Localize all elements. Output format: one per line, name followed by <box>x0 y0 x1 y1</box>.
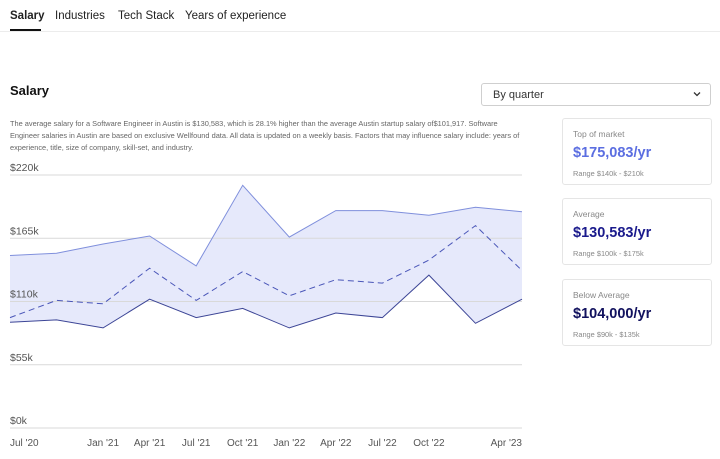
card-range: Range $90k - $135k <box>573 330 640 339</box>
card-top-of-market: Top of market $175,083/yr Range $140k - … <box>562 118 712 185</box>
period-select[interactable]: By quarter <box>481 83 711 106</box>
range-band <box>10 185 522 328</box>
card-title: Top of market <box>573 129 625 139</box>
x-tick-label: Jan '22 <box>273 438 305 449</box>
tab-salary[interactable]: Salary <box>10 10 45 22</box>
x-tick-label: Apr '22 <box>320 438 352 449</box>
average-line <box>9 224 523 319</box>
salary-description: The average salary for a Software Engine… <box>10 119 520 152</box>
card-average: Average $130,583/yr Range $100k - $175k <box>562 198 712 265</box>
section-title: Salary <box>10 83 50 98</box>
card-below-average: Below Average $104,000/yr Range $90k - $… <box>562 279 712 346</box>
salary-chart: $220k $165k $110k $55k $0k Jul '20 Jan '21 Apr … <box>9 162 523 449</box>
upper-line <box>9 184 523 267</box>
active-tab-indicator <box>10 29 41 31</box>
y-tick-label: $110k <box>10 289 39 301</box>
card-value: $104,000/yr <box>573 306 652 322</box>
card-title: Average <box>573 209 605 219</box>
x-tick-label: Oct '21 <box>227 438 259 449</box>
x-tick-label: Apr '21 <box>134 438 166 449</box>
chevron-down-icon <box>693 92 701 97</box>
tab-years-of-experience[interactable]: Years of experience <box>185 10 287 22</box>
card-range: Range $140k - $210k <box>573 169 644 178</box>
x-tick-label: Oct '22 <box>413 438 445 449</box>
tab-industries[interactable]: Industries <box>55 10 105 22</box>
x-tick-label: Jul '21 <box>182 438 211 449</box>
lower-line <box>9 274 523 329</box>
card-value: $130,583/yr <box>573 225 652 241</box>
y-tick-label: $0k <box>10 415 28 427</box>
card-title: Below Average <box>573 290 630 300</box>
y-tick-label: $220k <box>10 162 39 174</box>
card-value: $175,083/yr <box>573 145 652 161</box>
x-tick-label: Jul '22 <box>368 438 397 449</box>
period-select-value: By quarter <box>493 89 544 101</box>
card-range: Range $100k - $175k <box>573 249 644 258</box>
x-tick-label: Apr '23 <box>491 438 523 449</box>
x-tick-label: Jan '21 <box>87 438 119 449</box>
y-tick-label: $55k <box>10 352 34 364</box>
tab-tech-stack[interactable]: Tech Stack <box>118 10 175 22</box>
x-tick-label: Jul '20 <box>10 438 39 449</box>
nav-tabs: Salary Industries Tech Stack Years of ex… <box>0 0 720 32</box>
y-tick-label: $165k <box>10 225 39 237</box>
